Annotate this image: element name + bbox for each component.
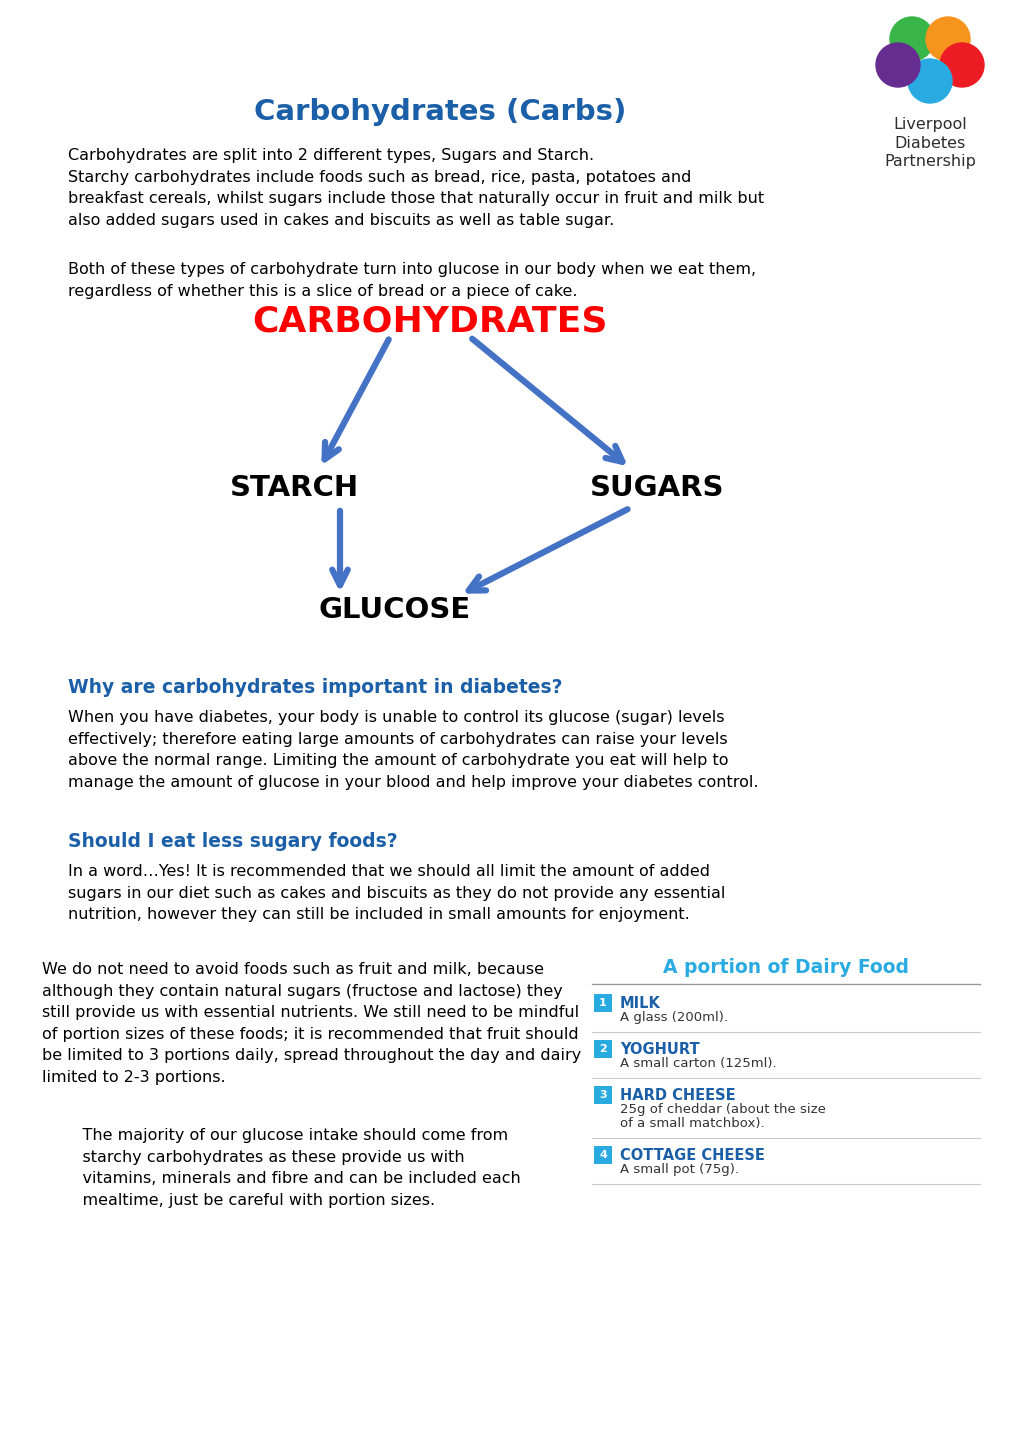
Circle shape <box>907 59 951 102</box>
Text: Carbohydrates (Carbs): Carbohydrates (Carbs) <box>254 98 626 125</box>
FancyBboxPatch shape <box>593 994 611 1012</box>
Text: HARD CHEESE: HARD CHEESE <box>620 1089 735 1103</box>
Text: of a small matchbox).: of a small matchbox). <box>620 1118 764 1131</box>
Text: 3: 3 <box>598 1090 606 1100</box>
Text: GLUCOSE: GLUCOSE <box>319 596 471 624</box>
Text: A small carton (125ml).: A small carton (125ml). <box>620 1057 775 1070</box>
FancyBboxPatch shape <box>593 1086 611 1105</box>
Text: SUGARS: SUGARS <box>589 474 723 502</box>
FancyBboxPatch shape <box>593 1146 611 1164</box>
Circle shape <box>875 43 919 87</box>
Text: YOGHURT: YOGHURT <box>620 1043 699 1057</box>
Text: 25g of cheddar (about the size: 25g of cheddar (about the size <box>620 1103 825 1116</box>
Text: Why are carbohydrates important in diabetes?: Why are carbohydrates important in diabe… <box>68 678 561 696</box>
Circle shape <box>940 43 983 87</box>
FancyBboxPatch shape <box>593 1040 611 1058</box>
Text: MILK: MILK <box>620 996 660 1011</box>
Text: 1: 1 <box>598 998 606 1008</box>
Text: 2: 2 <box>598 1044 606 1054</box>
Text: In a word…Yes! It is recommended that we should all limit the amount of added
su: In a word…Yes! It is recommended that we… <box>68 864 725 923</box>
Text: A small pot (75g).: A small pot (75g). <box>620 1164 739 1177</box>
Text: 4: 4 <box>598 1151 606 1159</box>
Text: CARBOHYDRATES: CARBOHYDRATES <box>252 306 607 339</box>
Circle shape <box>925 17 969 61</box>
Text: Should I eat less sugary foods?: Should I eat less sugary foods? <box>68 832 397 851</box>
Text: COTTAGE CHEESE: COTTAGE CHEESE <box>620 1148 764 1164</box>
Text: A portion of Dairy Food: A portion of Dairy Food <box>662 957 908 978</box>
Text: Carbohydrates are split into 2 different types, Sugars and Starch.
Starchy carbo: Carbohydrates are split into 2 different… <box>68 149 763 228</box>
Text: STARCH: STARCH <box>229 474 359 502</box>
Text: We do not need to avoid foods such as fruit and milk, because
although they cont: We do not need to avoid foods such as fr… <box>42 962 581 1084</box>
Circle shape <box>890 17 933 61</box>
Text: The majority of our glucose intake should come from
    starchy carbohydrates as: The majority of our glucose intake shoul… <box>62 1128 521 1208</box>
Text: Both of these types of carbohydrate turn into glucose in our body when we eat th: Both of these types of carbohydrate turn… <box>68 262 755 298</box>
Text: When you have diabetes, your body is unable to control its glucose (sugar) level: When you have diabetes, your body is una… <box>68 709 758 790</box>
Text: A glass (200ml).: A glass (200ml). <box>620 1011 728 1024</box>
Text: Liverpool
Diabetes
Partnership: Liverpool Diabetes Partnership <box>883 117 975 169</box>
